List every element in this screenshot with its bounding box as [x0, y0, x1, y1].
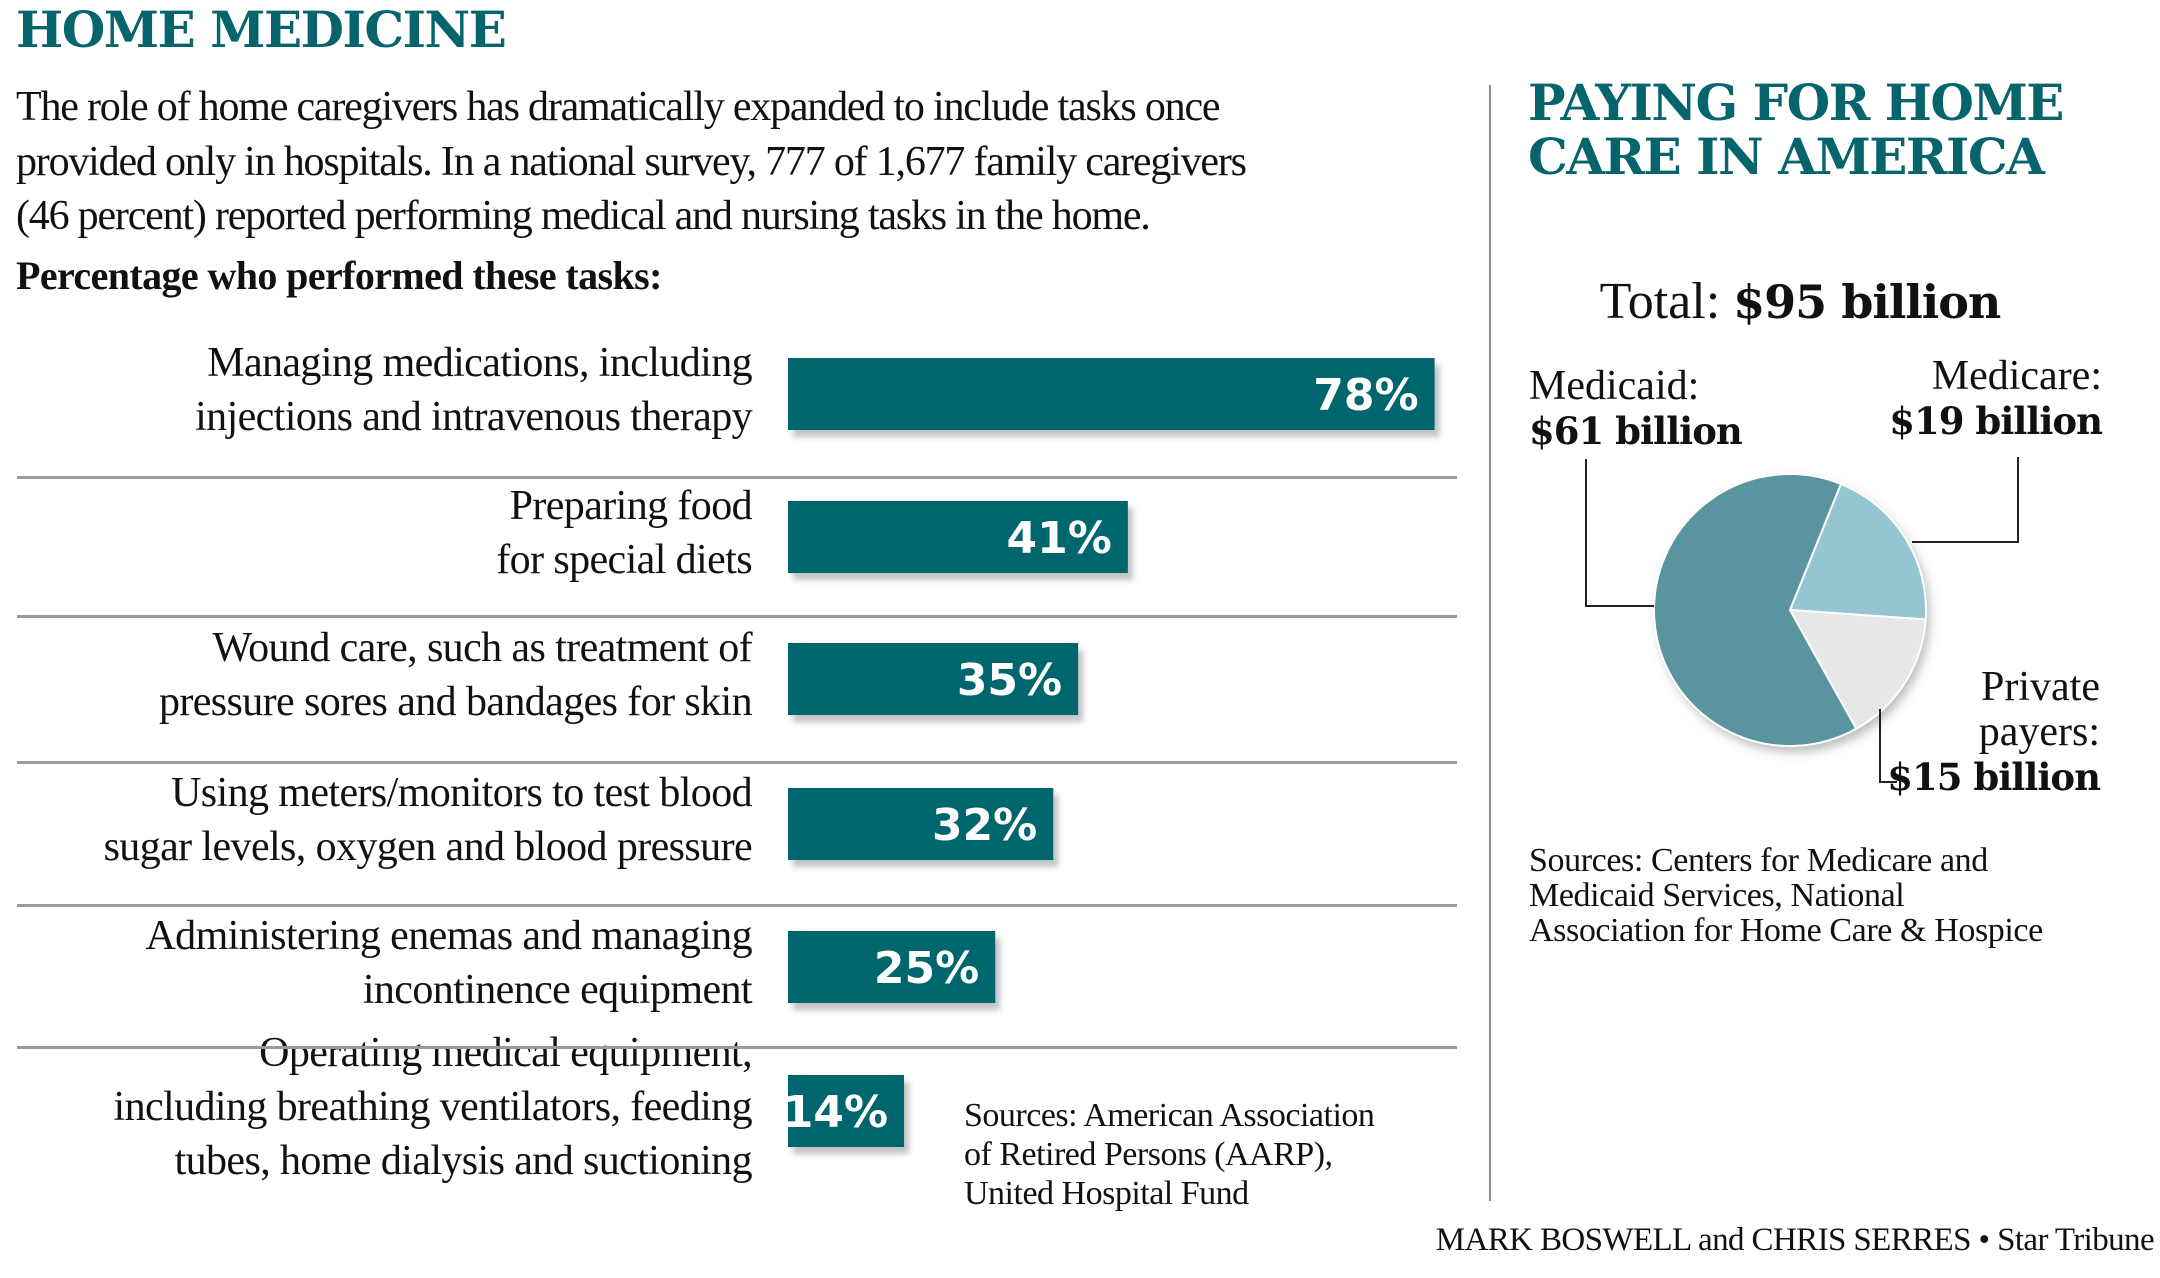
label-line: including breathing ventilators, feeding: [113, 1084, 753, 1130]
bar-value-label: 41%: [1007, 513, 1112, 564]
label-line: Preparing food: [509, 483, 753, 529]
bar-category-label: Using meters/monitors to test blood sugar…: [103, 766, 753, 874]
label-name: Medicaid:: [1529, 363, 1700, 409]
row-divider: [17, 1046, 1457, 1049]
pie-label-private: Private payers: $15 billion: [1887, 664, 2101, 800]
bar-value-label: 32%: [932, 800, 1037, 851]
source-line: Medicaid Services, National: [1529, 877, 1905, 914]
label-line: tubes, home dialysis and suctioning: [174, 1138, 753, 1184]
bar-value-label: 35%: [957, 655, 1062, 706]
label-line: for special diets: [496, 537, 752, 583]
bar-category-label: Operating medical equipment, including br…: [114, 1026, 753, 1188]
bar-category-label: Wound care, such as treatment of pressure…: [158, 621, 753, 729]
source-line: of Retired Persons (AARP),: [964, 1136, 1333, 1173]
main-title: HOME MEDICINE: [16, 0, 507, 59]
intro-paragraph: The role of home caregivers has dramatic…: [16, 80, 1466, 244]
row-divider: [17, 904, 1457, 907]
bar: [788, 501, 1128, 573]
source-line: Association for Home Care & Hospice: [1529, 912, 2043, 949]
bars-group: 78% 41% 35% 32% 25% 14%: [783, 358, 1435, 1147]
bar-category-label: Managing medications, including injection…: [195, 336, 753, 444]
bar-category-label: Administering enemas and managing inconti…: [145, 909, 752, 1017]
source-line: Sources: Centers for Medicare and: [1529, 842, 1988, 879]
intro-line: The role of home caregivers has dramatic…: [16, 84, 1221, 130]
leader-private: [1879, 709, 1897, 783]
bar-value-label: 14%: [783, 1087, 888, 1138]
pie-slice-private: [1788, 608, 1927, 731]
total-value: $95 billion: [1733, 275, 2001, 329]
bar: [788, 358, 1435, 430]
intro-line: (46 percent) reported performing medical…: [16, 193, 1151, 239]
bar: [788, 931, 996, 1003]
row-divider: [17, 761, 1457, 764]
leader-medicaid: [1585, 459, 1654, 607]
title-line: CARE IN AMERICA: [1528, 127, 2045, 186]
label-line: incontinence equipment: [362, 967, 753, 1013]
pie-total: Total: $95 billion: [1520, 272, 2080, 332]
source-line: United Hospital Fund: [964, 1175, 1249, 1212]
label-line: pressure sores and bandages for skin: [158, 679, 753, 725]
bar-value-label: 25%: [874, 943, 979, 994]
title-line: PAYING FOR HOME: [1528, 73, 2064, 132]
pie-slice-medicare: [1788, 482, 1928, 621]
pie-group: [1653, 473, 1928, 747]
label-name: Medicare:: [1931, 353, 2102, 399]
row-divider: [17, 615, 1457, 618]
label-line: sugar levels, oxygen and blood pressure: [103, 824, 753, 870]
bar: [788, 788, 1054, 860]
bar: [788, 1075, 905, 1147]
label-line: Operating medical equipment,: [259, 1030, 752, 1076]
pie-slice-medicaid: [1653, 473, 1858, 747]
pie-leader-lines: [1585, 457, 2019, 783]
row-divider: [17, 476, 1457, 479]
label-line: Managing medications, including: [207, 340, 752, 386]
label-value: $15 billion: [1887, 755, 2101, 799]
pie-label-medicaid: Medicaid: $61 billion: [1529, 363, 1743, 454]
label-line: injections and intravenous therapy: [195, 394, 753, 440]
section-divider: [1489, 85, 1491, 1201]
credit-line: MARK BOSWELL and CHRIS SERRES • Star Tri…: [1435, 1222, 2155, 1258]
label-name: payers:: [1978, 709, 2100, 755]
bar: [788, 643, 1079, 715]
label-line: Administering enemas and managing: [145, 913, 752, 959]
pie-chart-sources: Sources: Centers for Medicare and Medica…: [1529, 843, 2043, 948]
source-line: Sources: American Association: [964, 1097, 1375, 1134]
leader-medicare: [1912, 457, 2019, 543]
bar-category-label: Preparing food for special diets: [496, 479, 752, 587]
intro-line: provided only in hospitals. In a nationa…: [16, 138, 1247, 185]
label-line: Using meters/monitors to test blood: [171, 770, 753, 816]
label-line: Wound care, such as treatment of: [212, 625, 752, 671]
bar-value-label: 78%: [1313, 370, 1418, 421]
bar-chart-subhead: Percentage who performed these tasks:: [16, 253, 662, 298]
pie-section-title: PAYING FOR HOME CARE IN AMERICA: [1528, 73, 2064, 186]
label-name: Private: [1981, 664, 2100, 710]
bar-chart-sources: Sources: American Association of Retired…: [964, 1096, 1375, 1213]
label-value: $61 billion: [1529, 409, 1743, 453]
label-value: $19 billion: [1889, 399, 2103, 443]
pie-label-medicare: Medicare: $19 billion: [1889, 353, 2103, 444]
total-prefix: Total:: [1599, 273, 1734, 330]
